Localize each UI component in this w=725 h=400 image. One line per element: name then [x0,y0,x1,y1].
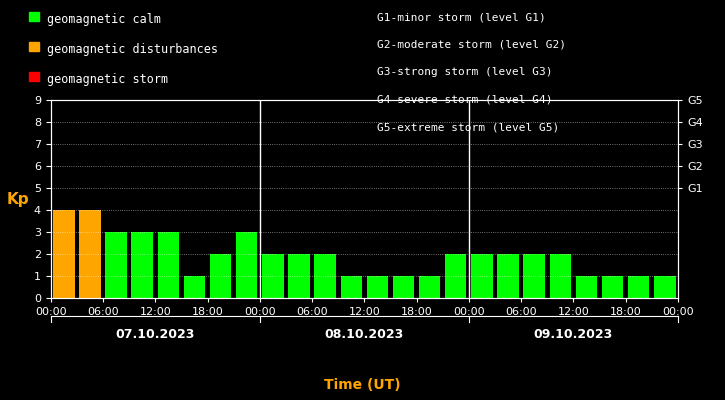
Bar [131,232,153,298]
Bar [471,254,492,298]
Bar [393,276,414,298]
Text: G4-severe storm (level G4): G4-severe storm (level G4) [377,95,552,105]
Bar [183,276,205,298]
Text: G5-extreme storm (level G5): G5-extreme storm (level G5) [377,122,559,132]
Text: G2-moderate storm (level G2): G2-moderate storm (level G2) [377,40,566,50]
Text: geomagnetic calm: geomagnetic calm [47,13,161,26]
Bar [236,232,257,298]
Text: geomagnetic storm: geomagnetic storm [47,73,168,86]
Bar [523,254,545,298]
Text: Kp: Kp [7,192,30,206]
Bar [315,254,336,298]
Text: G1-minor storm (level G1): G1-minor storm (level G1) [377,12,546,22]
Bar [157,232,179,298]
Bar [53,210,75,298]
Bar [210,254,231,298]
Text: geomagnetic disturbances: geomagnetic disturbances [47,43,218,56]
Text: 09.10.2023: 09.10.2023 [534,328,613,341]
Bar [419,276,440,298]
Bar [105,232,127,298]
Bar [576,276,597,298]
Bar [289,254,310,298]
Text: 07.10.2023: 07.10.2023 [115,328,195,341]
Bar [602,276,624,298]
Text: G3-strong storm (level G3): G3-strong storm (level G3) [377,67,552,77]
Bar [654,276,676,298]
Text: Time (UT): Time (UT) [324,378,401,392]
Bar [445,254,466,298]
Bar [497,254,519,298]
Bar [550,254,571,298]
Bar [341,276,362,298]
Bar [367,276,388,298]
Text: 08.10.2023: 08.10.2023 [325,328,404,341]
Bar [262,254,283,298]
Bar [628,276,650,298]
Bar [79,210,101,298]
